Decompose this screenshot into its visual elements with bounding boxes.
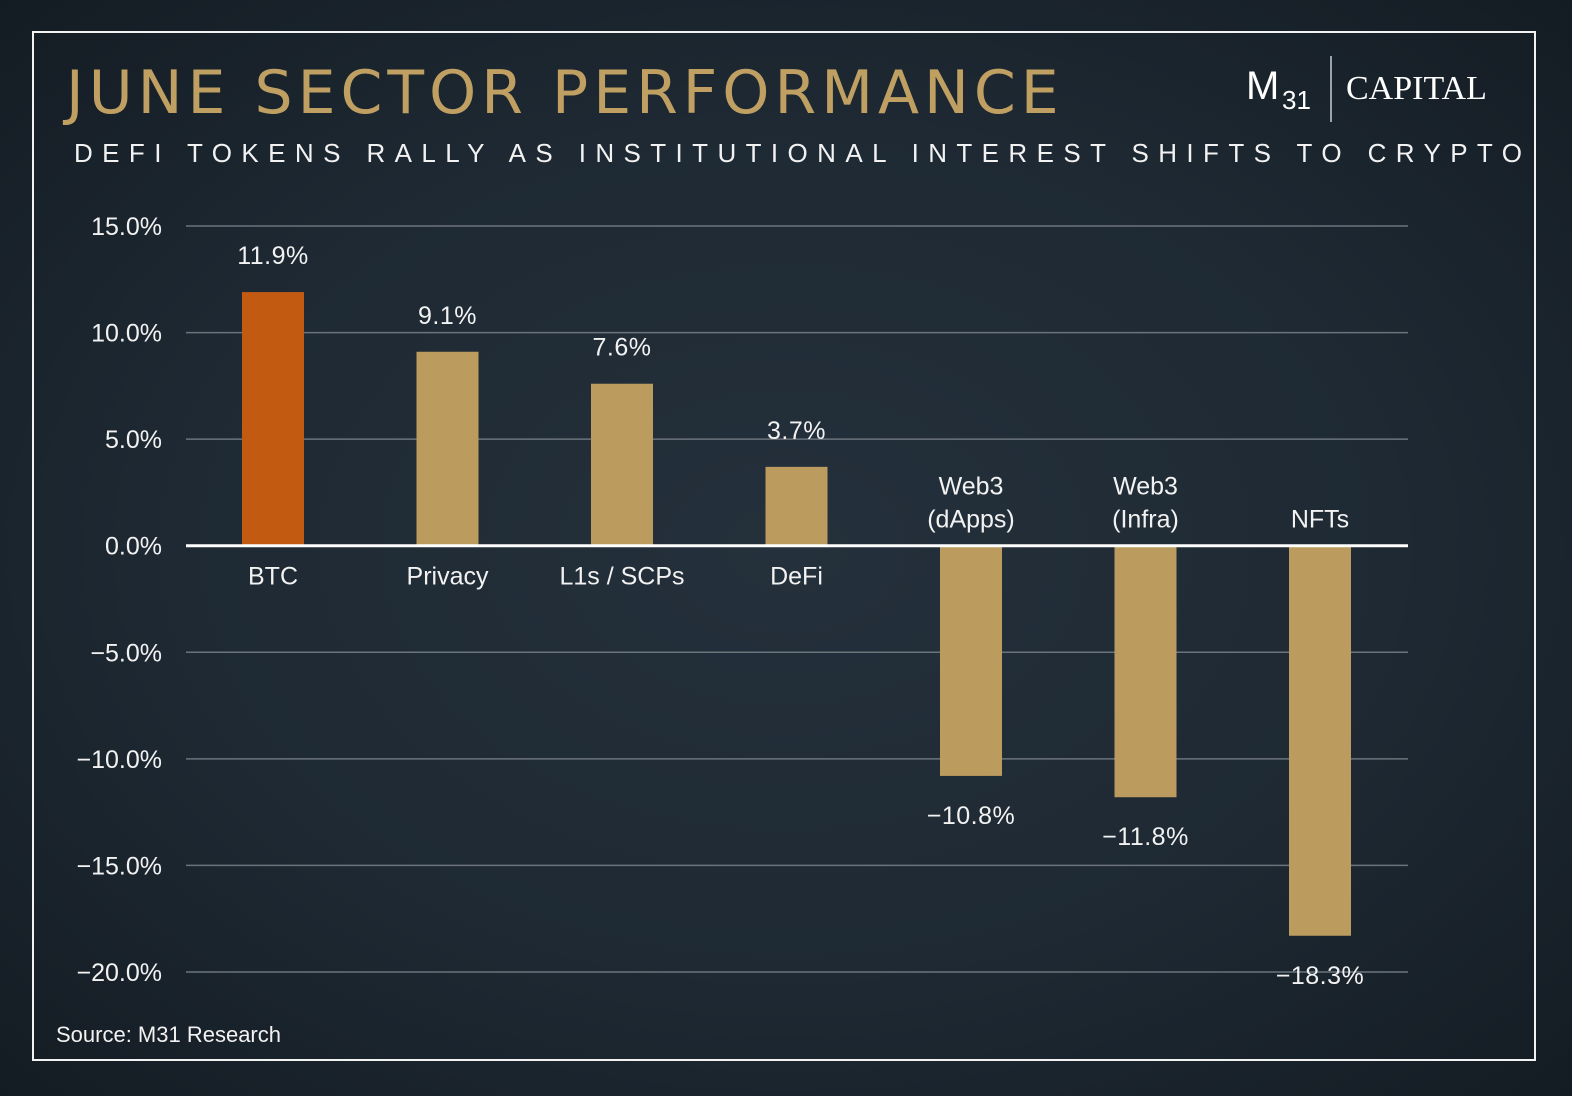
bar-1 <box>416 351 479 546</box>
category-label: DeFi <box>770 563 823 591</box>
category-label: Web3 (Infra) <box>1112 473 1179 534</box>
bar-4 <box>940 545 1002 776</box>
logo-wordmark: CAPITAL <box>1346 70 1487 107</box>
chart-title: JUNE SECTOR PERFORMANCE <box>66 58 1064 128</box>
data-label: 11.9% <box>237 242 309 270</box>
bar-3 <box>765 466 828 546</box>
data-label: −11.8% <box>1102 823 1189 851</box>
bar-5 <box>1114 545 1177 798</box>
y-tick-label: −20.0% <box>77 959 163 987</box>
y-tick-label: 5.0% <box>105 426 162 454</box>
data-label: −18.3% <box>1276 962 1365 990</box>
category-label: BTC <box>248 563 298 591</box>
source-note: Source: M31 Research <box>56 1022 281 1047</box>
bar-2 <box>591 383 653 546</box>
logo-mark: M <box>1246 64 1280 108</box>
category-label: NFTs <box>1291 506 1349 534</box>
data-label: 3.7% <box>767 417 826 445</box>
data-label: −10.8% <box>927 802 1016 830</box>
category-label: Web3 (dApps) <box>927 473 1015 534</box>
logo-number: 31 <box>1282 85 1311 115</box>
data-label: 7.6% <box>593 334 652 362</box>
data-label: 9.1% <box>418 302 477 330</box>
category-label: Privacy <box>407 563 489 591</box>
bar-6 <box>1289 545 1351 936</box>
logo-divider <box>1330 56 1332 122</box>
bar-0 <box>242 292 304 546</box>
category-label: L1s / SCPs <box>559 563 684 591</box>
y-tick-label: −5.0% <box>90 639 162 667</box>
chart-subtitle: DEFI TOKENS RALLY AS INSTITUTIONAL INTER… <box>74 138 1532 168</box>
y-tick-label: −15.0% <box>77 852 163 880</box>
chart-frame <box>32 31 1536 1061</box>
y-tick-label: 10.0% <box>91 320 162 348</box>
y-tick-label: 15.0% <box>91 213 162 241</box>
y-tick-label: −10.0% <box>77 746 163 774</box>
y-tick-label: 0.0% <box>105 533 162 561</box>
